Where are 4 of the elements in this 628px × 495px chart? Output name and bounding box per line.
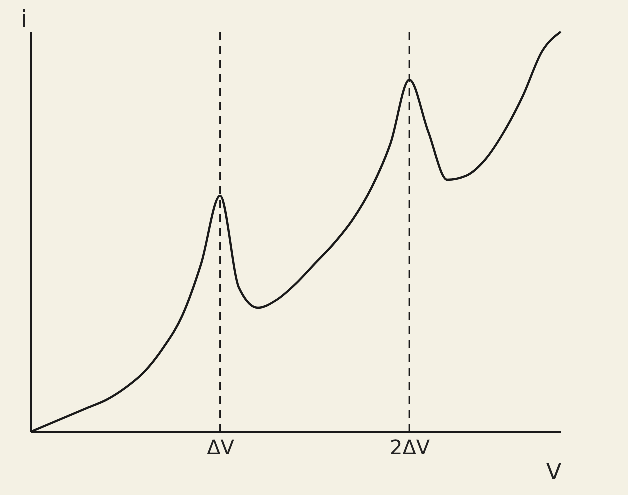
x-tick-label: ΔV: [207, 436, 235, 460]
x-axis-title: V: [546, 460, 562, 486]
y-axis-title: i: [20, 6, 28, 34]
x-tick-label: 2ΔV: [390, 436, 430, 460]
